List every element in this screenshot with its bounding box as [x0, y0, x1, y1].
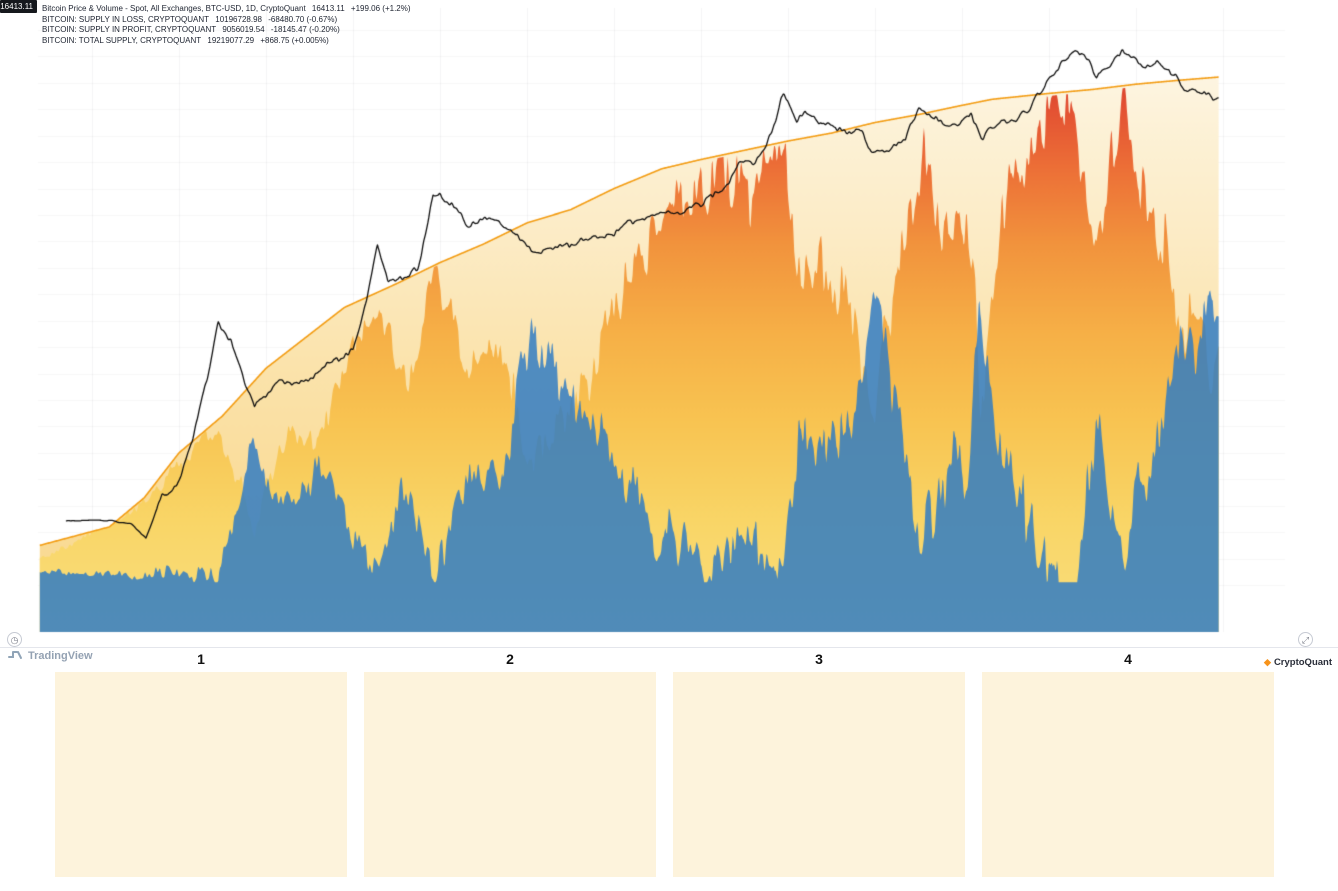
price-axis[interactable]: [0, 0, 37, 648]
legend-change-supply-in-profit: -18145.47 (-0.20%): [270, 25, 340, 34]
legend-row-price[interactable]: Bitcoin Price & Volume - Spot, All Excha…: [42, 4, 415, 15]
legend-value-supply-in-profit: 9056019.54: [222, 25, 265, 34]
panel-label-4: 4: [1124, 651, 1132, 667]
supply-axis[interactable]: [1287, 0, 1338, 648]
zoom-panel-4: [982, 672, 1274, 877]
main-chart-canvas[interactable]: [0, 0, 1338, 648]
zoom-panel-4-canvas: [982, 672, 1274, 877]
zoom-panels-row: [55, 672, 1274, 877]
legend-title-supply-in-loss: BITCOIN: SUPPLY IN LOSS, CRYPTOQUANT: [42, 14, 210, 24]
panel-label-2: 2: [506, 651, 514, 667]
zoom-panel-3: [673, 672, 965, 877]
legend-title-price: Bitcoin Price & Volume - Spot, All Excha…: [42, 4, 306, 13]
legend-change-supply-in-loss: -68480.70 (-0.67%): [268, 14, 338, 24]
last-price-axis-badge: 16413.11: [0, 0, 37, 13]
panel-label-1: 1: [197, 651, 205, 667]
legend-title-supply-in-profit: BITCOIN: SUPPLY IN PROFIT, CRYPTOQUANT: [42, 25, 217, 34]
tradingview-logo-text: TradingView: [28, 650, 93, 662]
zoom-panel-2: [364, 672, 656, 877]
legend-value-supply-in-loss: 10196728.98: [215, 14, 262, 24]
legend-value-price: 16413.11: [311, 4, 345, 13]
zoom-panel-1-canvas: [55, 672, 347, 877]
price-axis-settings-button[interactable]: ⤢: [1298, 632, 1313, 647]
chart-legend: Bitcoin Price & Volume - Spot, All Excha…: [42, 4, 415, 46]
tradingview-logo[interactable]: TradingView: [8, 650, 93, 662]
legend-row-supply-in-loss[interactable]: BITCOIN: SUPPLY IN LOSS, CRYPTOQUANT 101…: [42, 15, 415, 26]
legend-row-supply-in-profit[interactable]: BITCOIN: SUPPLY IN PROFIT, CRYPTOQUANT 9…: [42, 25, 415, 36]
legend-value-total-supply: 19219077.29: [207, 35, 255, 45]
legend-row-total-supply[interactable]: BITCOIN: TOTAL SUPPLY, CRYPTOQUANT 19219…: [42, 36, 415, 47]
legend-title-total-supply: BITCOIN: TOTAL SUPPLY, CRYPTOQUANT: [42, 35, 202, 45]
cryptoquant-logo-icon: ◆: [1264, 657, 1271, 667]
panel-label-3: 3: [815, 651, 823, 667]
zoom-panel-2-canvas: [364, 672, 656, 877]
cryptoquant-logo: ◆ CryptoQuant: [1264, 657, 1332, 668]
legend-change-price: +199.06 (+1.2%): [350, 4, 411, 13]
footer-divider: [0, 647, 1338, 648]
cryptoquant-logo-text: CryptoQuant: [1273, 657, 1332, 668]
time-axis-settings-button[interactable]: ◷: [7, 632, 22, 647]
time-axis[interactable]: [0, 633, 1338, 647]
zoom-panel-3-canvas: [673, 672, 965, 877]
zoom-panel-1: [55, 672, 347, 877]
legend-change-total-supply: +868.75 (+0.005%): [260, 35, 329, 45]
tradingview-logo-icon: [8, 651, 22, 659]
